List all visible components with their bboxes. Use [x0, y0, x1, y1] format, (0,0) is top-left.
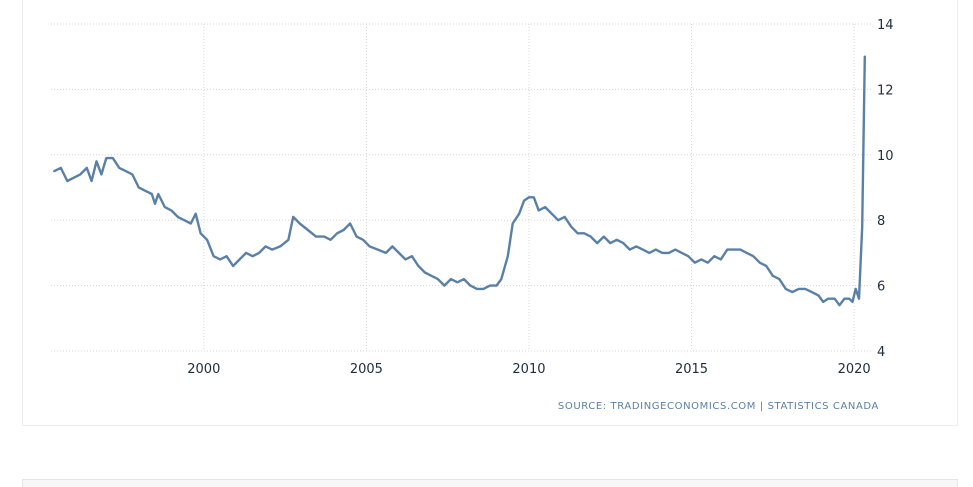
next-panel-edge	[22, 479, 958, 487]
y-tick-label: 4	[877, 345, 885, 360]
x-tick-label: 2005	[350, 362, 383, 377]
x-tick-label: 2015	[675, 362, 708, 377]
source-separator: |	[759, 401, 764, 412]
source-origin: STATISTICS CANADA	[767, 401, 879, 412]
line-chart: 4 6 8 10 12 14 2000 2005 2010 2015 2020	[51, 18, 894, 377]
y-tick-label: 6	[877, 280, 885, 295]
source-prefix: SOURCE:	[557, 401, 607, 412]
x-tick-label: 2010	[512, 362, 545, 377]
y-tick-label: 14	[877, 18, 894, 33]
gridlines	[51, 23, 872, 352]
data-series-layer	[53, 55, 866, 307]
tick-labels: 4 6 8 10 12 14 2000 2005 2010 2015 2020	[187, 18, 893, 377]
series-line[interactable]	[53, 55, 866, 307]
y-tick-label: 8	[877, 214, 885, 229]
y-tick-label: 12	[877, 83, 894, 98]
x-tick-label: 2020	[838, 362, 871, 377]
y-tick-label: 10	[877, 149, 894, 164]
x-tick-label: 2000	[187, 362, 220, 377]
chart-card: 4 6 8 10 12 14 2000 2005 2010 2015 2020 SOURCE: TR…	[22, 0, 958, 426]
source-provider-link[interactable]: TRADINGECONOMICS.COM	[610, 401, 757, 412]
source-attribution: SOURCE: TRADINGECONOMICS.COM | STATISTIC…	[558, 401, 879, 412]
